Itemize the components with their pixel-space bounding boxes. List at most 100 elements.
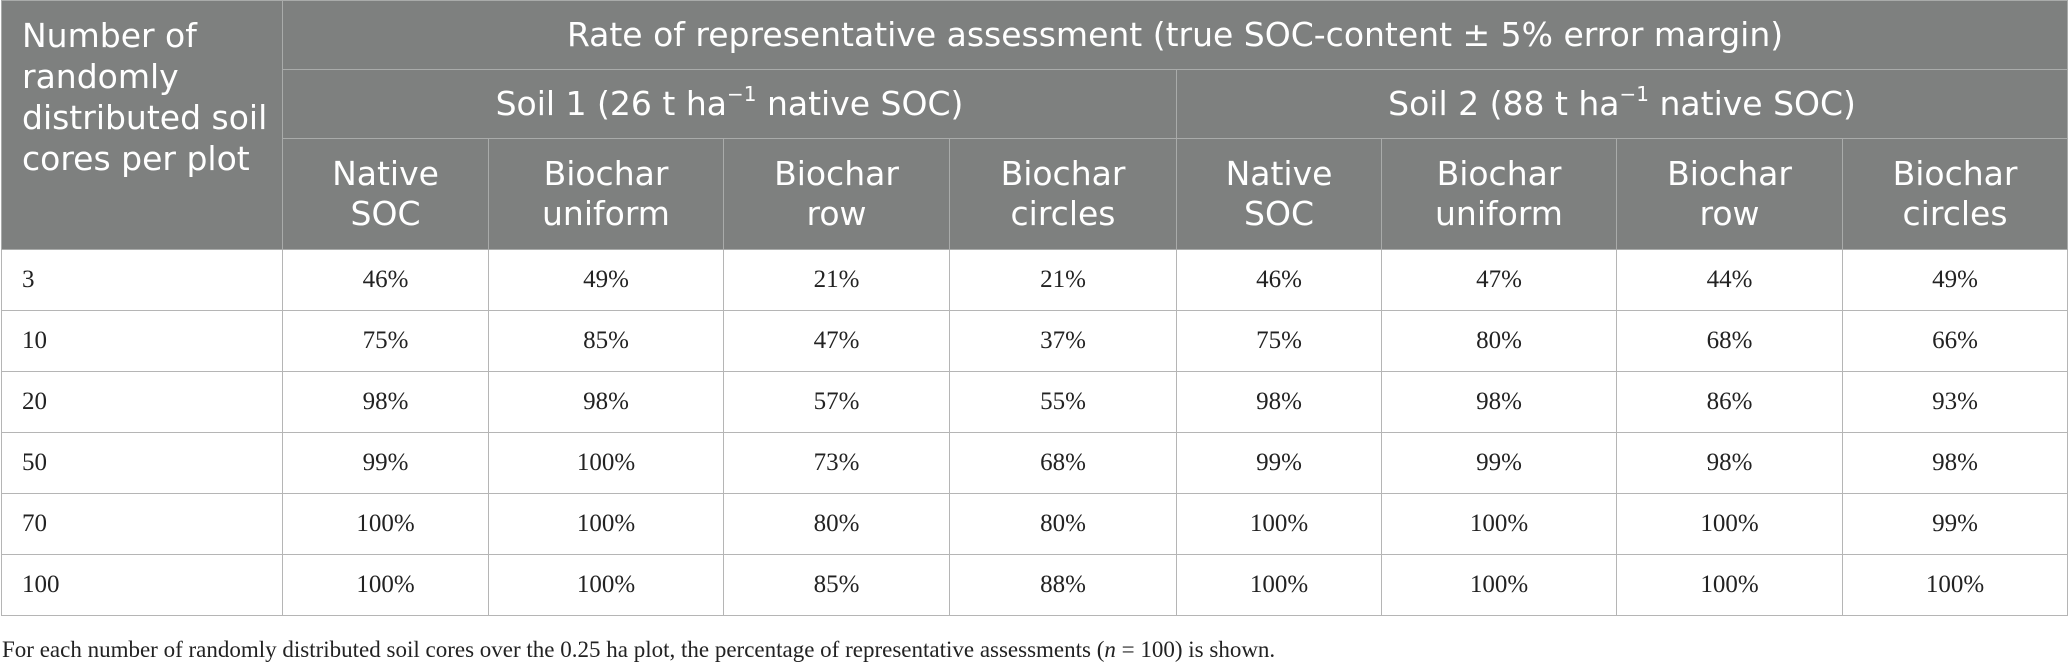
table-cell: 99%: [1176, 432, 1382, 494]
table-cell: 44%: [1616, 249, 1843, 311]
table-row: 20 98% 98% 57% 55% 98% 98% 86% 93%: [1, 371, 2068, 433]
row-cores-count: 10: [1, 310, 283, 372]
table-cell: 100%: [1616, 493, 1843, 555]
column-header-line: circles: [1010, 194, 1116, 233]
column-header: Biochar uniform: [1381, 138, 1617, 250]
footnote-n-symbol: n: [1104, 637, 1116, 662]
soil-1-header: Soil 1 (26 t ha−1 native SOC): [282, 69, 1177, 139]
column-header-line: row: [806, 194, 867, 233]
table-cell: 49%: [1841, 249, 2068, 311]
table-cell: 55%: [949, 371, 1177, 433]
corner-header: Number of randomly distributed soil core…: [1, 0, 283, 250]
table-row: 10 75% 85% 47% 37% 75% 80% 68% 66%: [1, 310, 2068, 372]
table-cell: 68%: [1616, 310, 1843, 372]
table-cell: 88%: [949, 554, 1177, 616]
column-header-line: Biochar: [1892, 154, 2018, 193]
table-cell: 47%: [1381, 249, 1617, 311]
table-cell: 80%: [723, 493, 950, 555]
table-cell: 100%: [1841, 554, 2068, 616]
table-cell: 100%: [488, 432, 724, 494]
table-row: 50 99% 100% 73% 68% 99% 99% 98% 98%: [1, 432, 2068, 494]
table-body: 3 46% 49% 21% 21% 46% 47% 44% 49% 10 75% 85% 47% 37% 7…: [1, 249, 2068, 616]
table-cell: 57%: [723, 371, 950, 433]
soil-2-suffix: native SOC): [1649, 84, 1856, 123]
table-cell: 98%: [1841, 432, 2068, 494]
footnote-text-end: = 100) is shown.: [1115, 637, 1276, 662]
table-cell: 37%: [949, 310, 1177, 372]
table-cell: 100%: [488, 493, 724, 555]
soil-1-suffix: native SOC): [756, 84, 964, 123]
table-cell: 46%: [282, 249, 489, 311]
column-header-line: SOC: [1244, 194, 1314, 233]
table-cell: 98%: [488, 371, 724, 433]
table-row: 100 100% 100% 85% 88% 100% 100% 100% 100%: [1, 554, 2068, 616]
column-header-line: circles: [1902, 194, 2008, 233]
table-cell: 49%: [488, 249, 724, 311]
column-header: Biochar uniform: [488, 138, 724, 250]
table-cell: 85%: [723, 554, 950, 616]
table-cell: 98%: [1176, 371, 1382, 433]
row-cores-count: 3: [1, 249, 283, 311]
table-cell: 80%: [1381, 310, 1617, 372]
column-header-line: Biochar: [1667, 154, 1792, 193]
table-cell: 98%: [1616, 432, 1843, 494]
table-cell: 99%: [1381, 432, 1617, 494]
table-cell: 100%: [1176, 554, 1382, 616]
super-header: Rate of representative assessment (true …: [281, 0, 2068, 70]
column-header-line: Native: [1225, 154, 1333, 193]
table-cell: 85%: [488, 310, 724, 372]
soil-1-sup: −1: [726, 82, 757, 106]
soil-2-header: Soil 2 (88 t ha−1 native SOC): [1175, 69, 2068, 139]
table-cell: 100%: [282, 493, 489, 555]
row-cores-count: 50: [1, 432, 283, 494]
column-header-line: Biochar: [774, 154, 899, 193]
table-cell: 47%: [723, 310, 950, 372]
column-header-row: Native SOC Biochar uniform Biochar row Biochar…: [2, 138, 2068, 250]
table-cell: 73%: [723, 432, 950, 494]
column-header: Biochar row: [1616, 138, 1843, 250]
column-header: Biochar row: [723, 138, 950, 250]
table-cell: 100%: [1381, 493, 1617, 555]
table-cell: 80%: [949, 493, 1177, 555]
table-cell: 100%: [1176, 493, 1382, 555]
table-cell: 86%: [1616, 371, 1843, 433]
column-header-line: Biochar: [1436, 154, 1562, 193]
column-header: Biochar circles: [1841, 138, 2068, 250]
soil-2-sup: −1: [1619, 82, 1650, 106]
table-cell: 46%: [1176, 249, 1382, 311]
table-cell: 100%: [282, 554, 489, 616]
column-header-line: uniform: [1435, 194, 1563, 233]
table-cell: 99%: [1841, 493, 2068, 555]
table-cell: 100%: [1616, 554, 1843, 616]
table-cell: 100%: [488, 554, 724, 616]
table-cell: 75%: [282, 310, 489, 372]
table-cell: 21%: [949, 249, 1177, 311]
table-cell: 98%: [282, 371, 489, 433]
table-container: Number of randomly distributed soil core…: [1, 0, 2068, 616]
results-table: Number of randomly distributed soil core…: [1, 0, 2068, 616]
table-cell: 68%: [949, 432, 1177, 494]
column-header-line: Native: [332, 154, 439, 193]
table-row: 3 46% 49% 21% 21% 46% 47% 44% 49%: [1, 249, 2068, 311]
row-cores-count: 70: [1, 493, 283, 555]
column-header-line: uniform: [542, 194, 670, 233]
column-header-line: SOC: [350, 194, 421, 233]
soil-2-label: Soil 2 (88 t ha: [1388, 84, 1620, 123]
table-cell: 98%: [1381, 371, 1617, 433]
table-cell: 21%: [723, 249, 950, 311]
table-cell: 93%: [1841, 371, 2068, 433]
soil-1-label: Soil 1 (26 t ha: [495, 84, 727, 123]
column-header-line: Biochar: [1000, 154, 1126, 193]
column-header: Native SOC: [1176, 138, 1382, 250]
table-cell: 100%: [1381, 554, 1617, 616]
table-cell: 66%: [1841, 310, 2068, 372]
row-cores-count: 20: [1, 371, 283, 433]
column-header-line: Biochar: [543, 154, 669, 193]
row-cores-count: 100: [1, 554, 283, 616]
table-footnote: For each number of randomly distributed …: [2, 637, 1275, 663]
column-header: Biochar circles: [949, 138, 1177, 250]
column-header-line: row: [1699, 194, 1760, 233]
table-cell: 75%: [1176, 310, 1382, 372]
table-row: 70 100% 100% 80% 80% 100% 100% 100% 99%: [1, 493, 2068, 555]
footnote-text: For each number of randomly distributed …: [2, 637, 1105, 662]
